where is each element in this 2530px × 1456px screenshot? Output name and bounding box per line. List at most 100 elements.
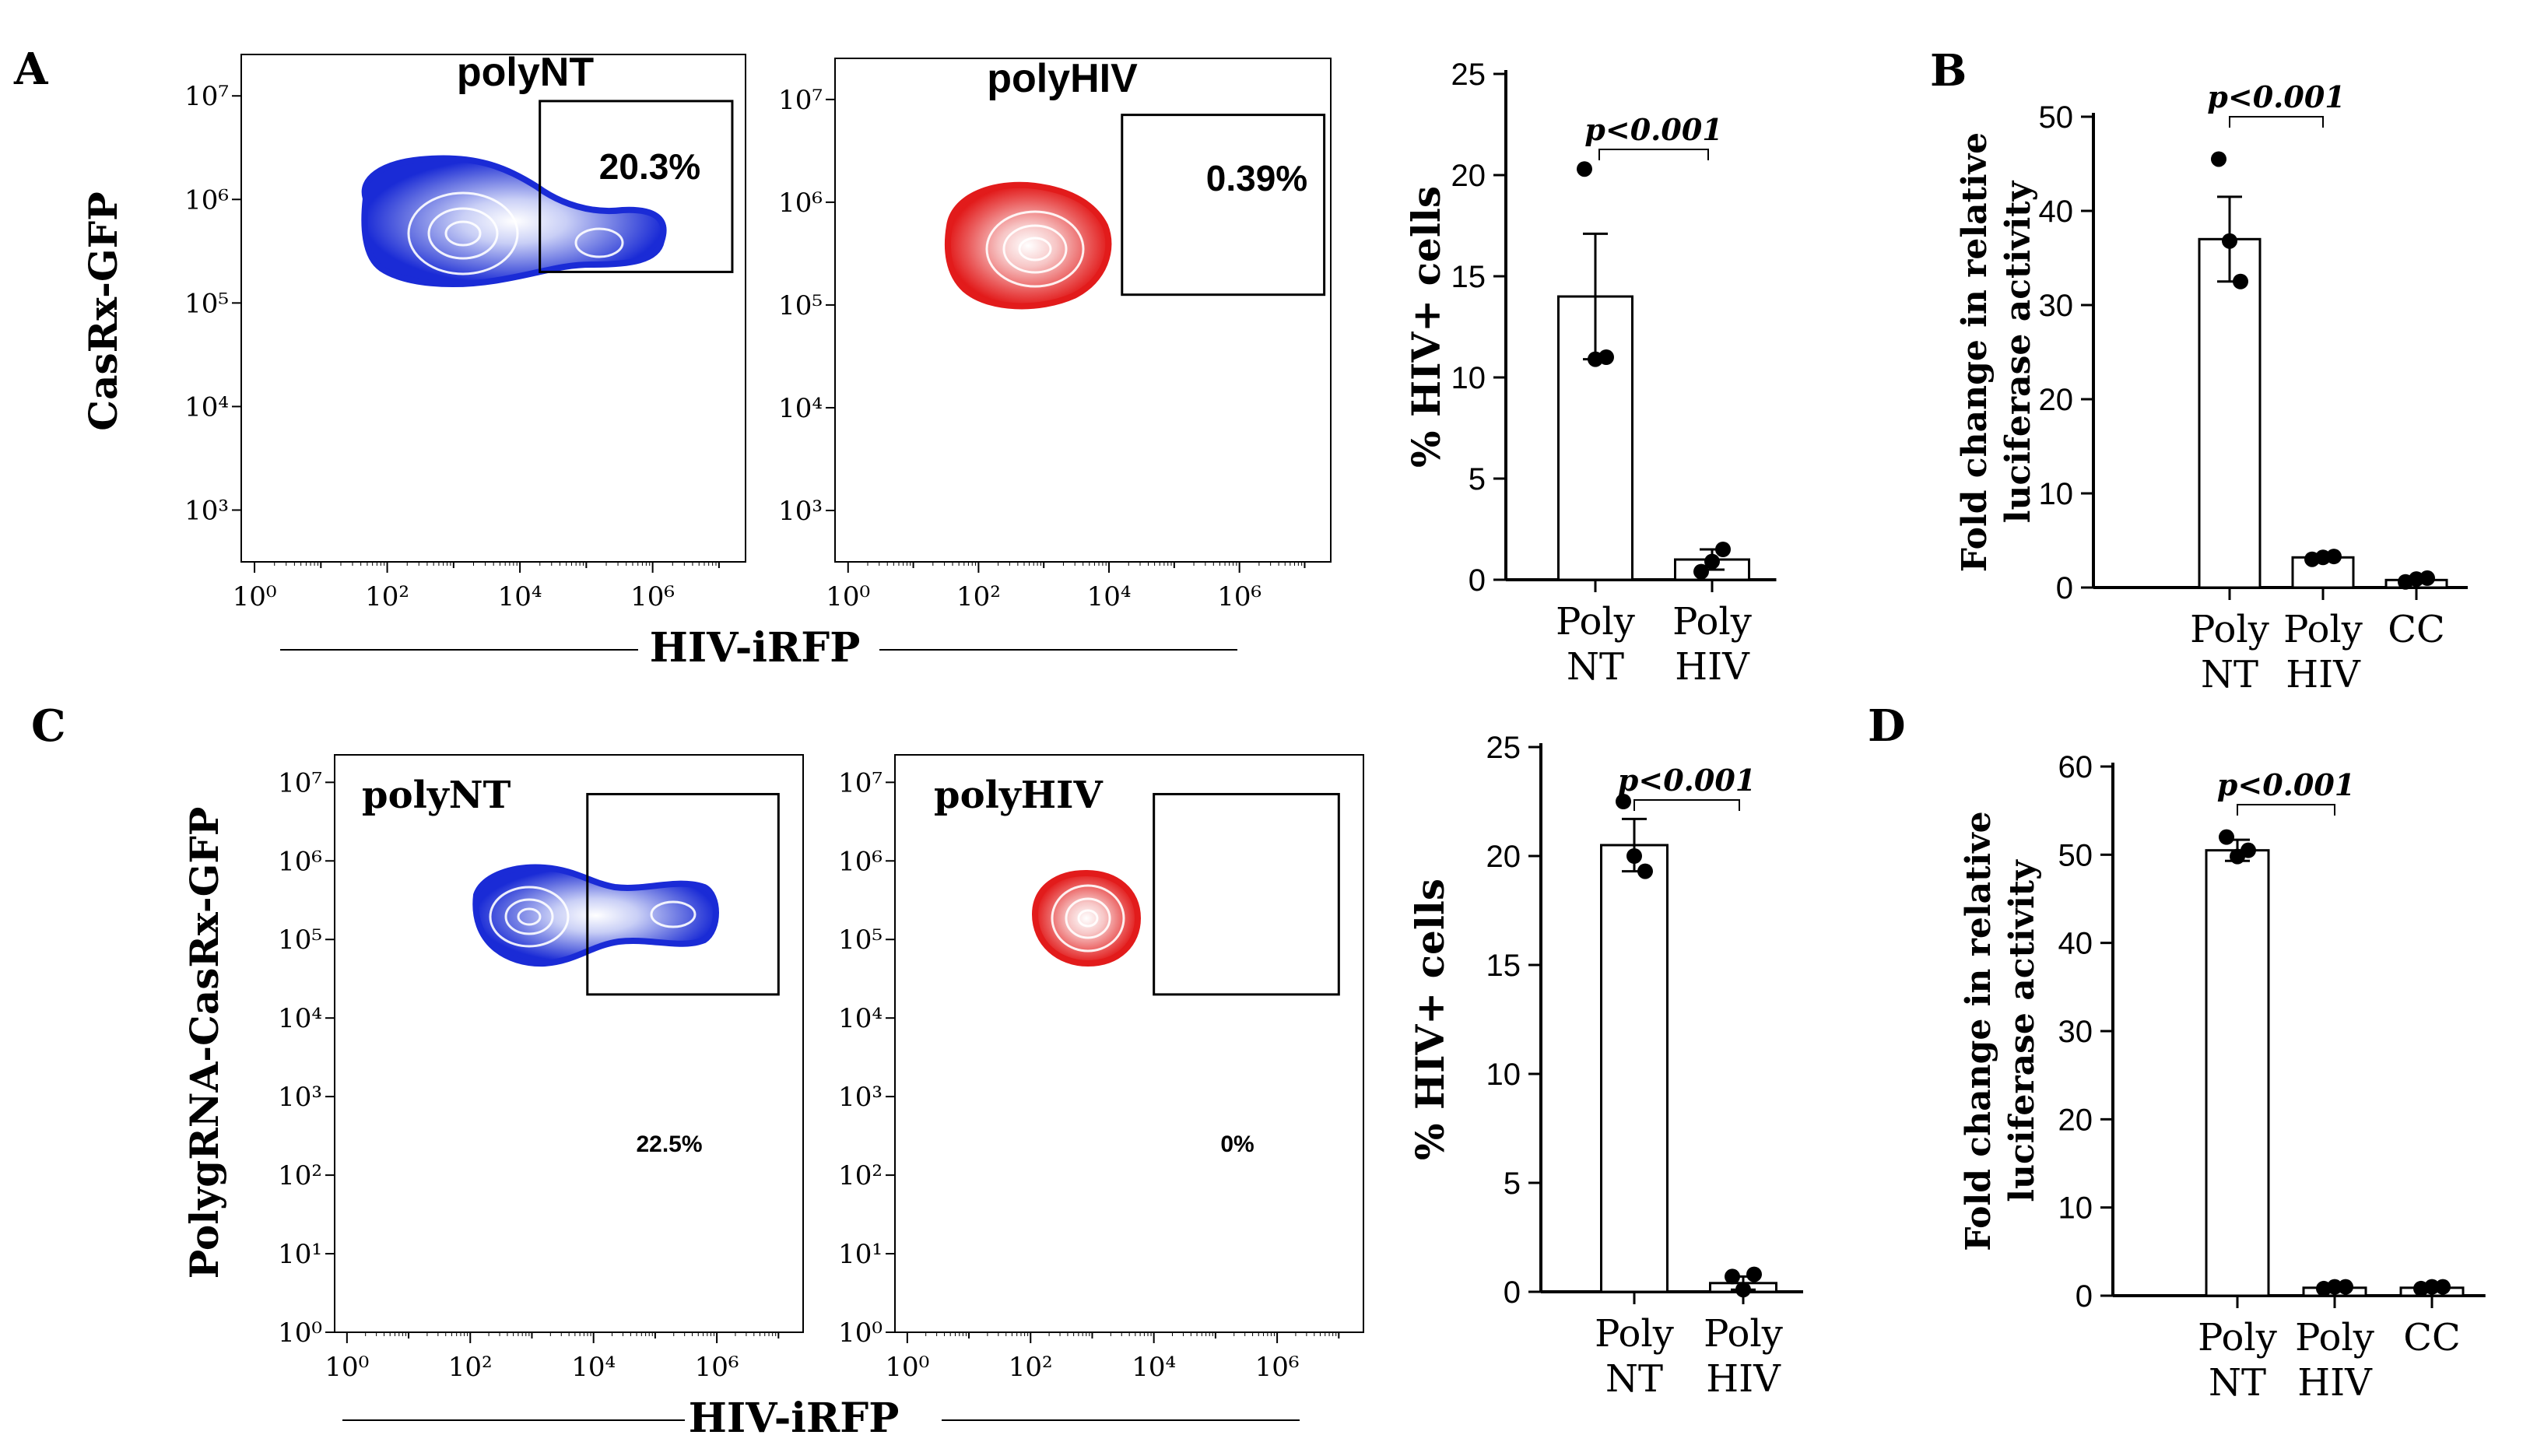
category-label: NT [2209, 1361, 2266, 1405]
y-tick-label: 0 [1469, 563, 1486, 598]
contour-level [1002, 224, 1068, 274]
category-label: Poly [2198, 1316, 2277, 1360]
gate-percent: 22.5% [636, 1131, 702, 1157]
y-tick-label: 0 [1504, 1275, 1521, 1310]
y-axis-label-c: PolygRNA-CasRx-GFP [181, 807, 227, 1279]
category-label: Poly [2190, 608, 2269, 651]
panel-label-c: C [31, 700, 66, 752]
flow-axis-labels: CasRx-GFP HIV-iRFP PolygRNA-CasRx-GFP HIV-i… [80, 191, 1300, 1442]
contour-level [1077, 909, 1099, 928]
x-tick-label: 10² [448, 1352, 493, 1383]
y-axis-label: luciferase activity [2002, 859, 2042, 1202]
y-tick-label: 10⁴ [184, 391, 229, 423]
plot-title: polyNT [457, 50, 594, 95]
y-tick-label: 10² [278, 1160, 322, 1191]
contour-level [427, 207, 499, 260]
plot-title: polyNT [362, 774, 511, 817]
category-label: Poly [1595, 1312, 1674, 1356]
y-tick-label: 10 [2039, 477, 2074, 511]
y-tick-label: 50 [2039, 100, 2074, 135]
gate-box [539, 100, 734, 273]
y-tick-label: 10⁷ [278, 767, 322, 798]
bar [2205, 849, 2270, 1297]
bar [2198, 237, 2262, 589]
y-tick-label: 10¹ [838, 1239, 883, 1270]
category-label: NT [1605, 1357, 1663, 1401]
data-point [1637, 863, 1653, 879]
y-tick-label: 10⁶ [778, 188, 823, 219]
category-label: Poly [1556, 600, 1635, 644]
y-tick-label: 40 [2058, 927, 2093, 961]
contour-level [1065, 897, 1111, 939]
data-point [2211, 151, 2226, 167]
plot-title: polyHIV [934, 774, 1104, 817]
category-label: NT [1567, 645, 1624, 689]
data-point [2219, 829, 2234, 845]
y-tick-label: 10⁵ [838, 924, 883, 956]
x-axis-label-c: HIV-iRFP [689, 1395, 900, 1442]
y-tick-label: 10⁴ [778, 393, 823, 424]
panel-label-d: D [1868, 700, 1906, 752]
y-axis-label: Fold change in relative [1955, 132, 1995, 572]
data-point [1616, 794, 1631, 809]
y-axis-label: % HIV+ cells [1407, 879, 1453, 1160]
y-tick-label: 10⁶ [838, 846, 883, 877]
y-axis-label: Fold change in relative [1959, 811, 1998, 1251]
data-point [1715, 542, 1731, 557]
y-tick-label: 10⁰ [278, 1317, 322, 1349]
y-tick-label: 10³ [838, 1082, 883, 1113]
significance-bracket [1633, 799, 1740, 811]
x-tick-label: 10⁴ [571, 1352, 616, 1383]
contour-level [517, 907, 542, 926]
y-tick-label: 10⁷ [184, 81, 229, 112]
plot-frame [894, 754, 1364, 1333]
data-point [1735, 1282, 1751, 1298]
y-tick-label: 60 [2058, 750, 2093, 784]
gate-percent: 0.39% [1206, 158, 1307, 198]
data-point [2327, 1279, 2342, 1295]
x-tick-label: 10⁰ [826, 581, 870, 612]
category-label: HIV [2297, 1361, 2373, 1405]
data-point [2326, 549, 2342, 565]
contour-level [650, 900, 697, 928]
data-point [2233, 273, 2248, 289]
data-point [1693, 563, 1709, 580]
A-flow-polyNT-plot: 20.3% polyNT 10⁰ 10² 10⁴ 10⁶ 10³ 10⁴ 10⁵ 10⁶ 10⁷ [184, 50, 746, 612]
gate-box [586, 792, 780, 996]
data-point [1577, 161, 1592, 177]
y-tick-label: 10⁶ [184, 184, 229, 216]
category-label: Poly [1672, 600, 1752, 644]
gate-percent: 20.3% [599, 146, 700, 187]
contour-level [985, 210, 1085, 288]
plot-title: polyHIV [987, 56, 1138, 101]
y-tick-label: 10 [2058, 1191, 2093, 1226]
y-tick-label: 0 [2056, 571, 2073, 605]
y-tick-label: 15 [1486, 949, 1521, 983]
data-point [1626, 848, 1642, 864]
x-tick-label: 10⁶ [1255, 1352, 1300, 1383]
y-tick-label: 10 [1451, 361, 1486, 395]
y-tick-label: 10³ [778, 496, 823, 527]
category-label: CC [2403, 1316, 2460, 1360]
y-tick-label: 50 [2058, 838, 2093, 872]
category-label: Poly [2283, 608, 2363, 651]
y-axis-label: luciferase activity [1998, 180, 2038, 523]
gate-box [1121, 114, 1326, 296]
contour-population [944, 181, 1112, 310]
x-tick-label: 10⁶ [630, 581, 675, 612]
y-tick-label: 10² [838, 1160, 883, 1191]
x-tick-label: 10² [365, 581, 409, 612]
x-tick-label: 10⁴ [1087, 581, 1132, 612]
p-value-annotation: p<0.001 [1584, 112, 1722, 147]
p-value-annotation: p<0.001 [1618, 763, 1756, 798]
significance-bracket [1598, 149, 1709, 160]
y-tick-label: 30 [2058, 1015, 2093, 1049]
x-tick-label: 10² [1009, 1352, 1053, 1383]
category-label: Poly [1704, 1312, 1783, 1356]
y-tick-label: 5 [1469, 462, 1486, 496]
y-tick-label: 10⁰ [838, 1317, 883, 1349]
y-tick-label: 10¹ [278, 1239, 322, 1270]
category-label: HIV [1675, 645, 1750, 689]
category-label: Poly [2295, 1316, 2374, 1360]
